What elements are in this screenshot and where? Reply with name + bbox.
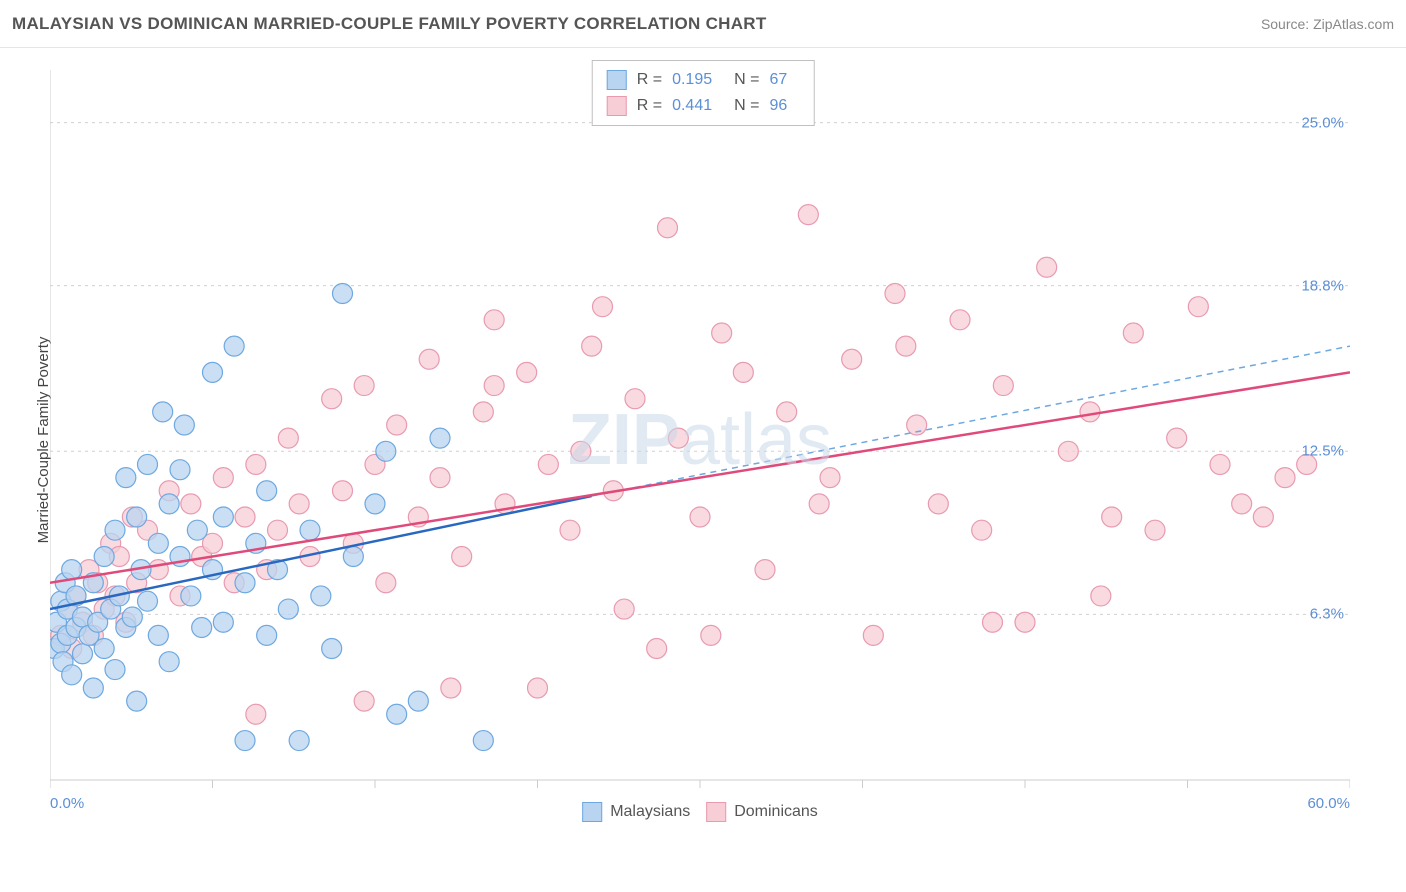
- legend-r-value: 0.441: [672, 97, 712, 115]
- legend-r-label: R =: [637, 71, 662, 89]
- legend-top-row: R = 0.441 N = 96: [607, 93, 800, 119]
- legend-n-label: N =: [734, 71, 759, 89]
- legend-bottom-item: Malaysians: [582, 802, 690, 822]
- y-tick-label: 6.3%: [1310, 606, 1344, 623]
- chart-plot-area: ZIPatlas 6.3%12.5%18.8%25.0% 0.0%60.0% M…: [50, 60, 1350, 820]
- chart-header: MALAYSIAN VS DOMINICAN MARRIED-COUPLE FA…: [0, 0, 1406, 48]
- legend-top: R = 0.195 N = 67 R = 0.441 N = 96: [592, 60, 815, 126]
- legend-n-label: N =: [734, 97, 759, 115]
- legend-top-row: R = 0.195 N = 67: [607, 67, 800, 93]
- legend-series-label: Dominicans: [734, 803, 818, 821]
- x-tick-label: 60.0%: [1307, 795, 1350, 812]
- legend-bottom-item: Dominicans: [706, 802, 818, 822]
- chart-container: MALAYSIAN VS DOMINICAN MARRIED-COUPLE FA…: [0, 0, 1406, 892]
- legend-swatch: [582, 802, 602, 822]
- chart-title: MALAYSIAN VS DOMINICAN MARRIED-COUPLE FA…: [12, 14, 767, 34]
- y-tick-label: 18.8%: [1301, 277, 1344, 294]
- legend-series-label: Malaysians: [610, 803, 690, 821]
- chart-source: Source: ZipAtlas.com: [1261, 16, 1394, 32]
- legend-r-label: R =: [637, 97, 662, 115]
- legend-n-value: 67: [769, 71, 787, 89]
- legend-swatch: [607, 70, 627, 90]
- legend-bottom: Malaysians Dominicans: [582, 802, 818, 822]
- y-tick-label: 12.5%: [1301, 443, 1344, 460]
- legend-swatch: [607, 96, 627, 116]
- y-tick-label: 25.0%: [1301, 114, 1344, 131]
- legend-n-value: 96: [769, 97, 787, 115]
- legend-r-value: 0.195: [672, 71, 712, 89]
- chart-svg: [50, 60, 1350, 820]
- x-tick-label: 0.0%: [50, 795, 84, 812]
- legend-swatch: [706, 802, 726, 822]
